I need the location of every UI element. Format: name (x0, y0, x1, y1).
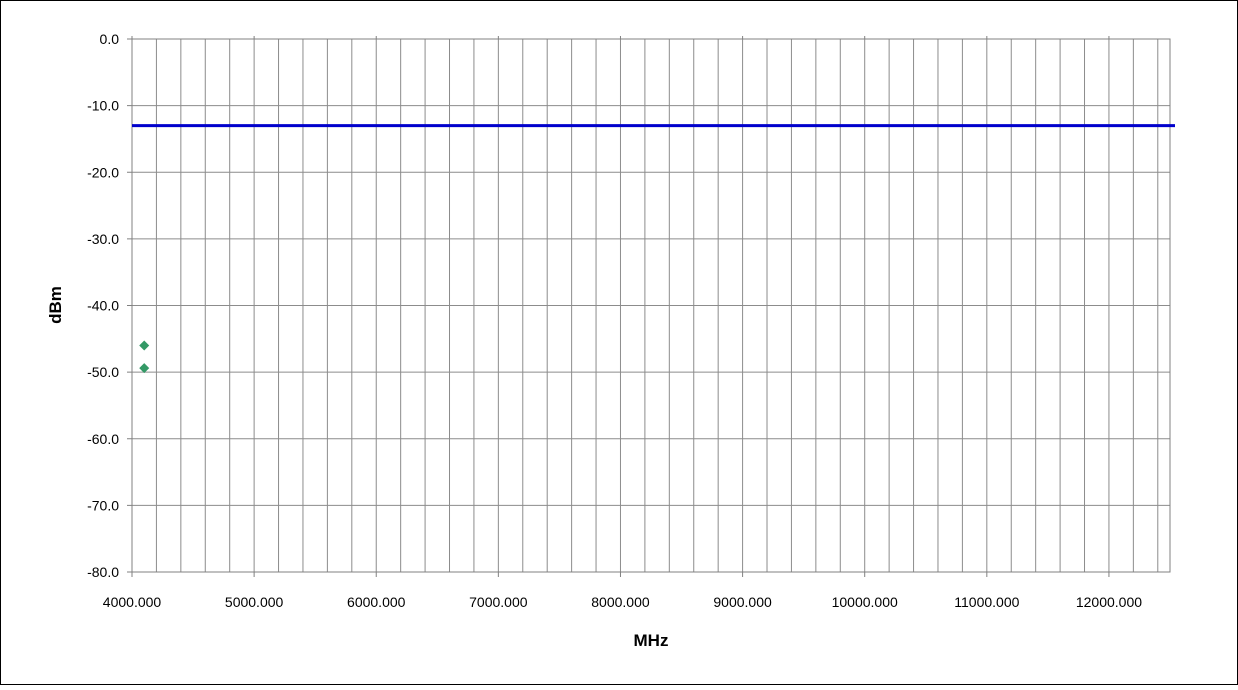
y-tick-label: -30.0 (87, 231, 119, 247)
y-tick-label: -10.0 (87, 98, 119, 114)
y-tick-label: -70.0 (87, 497, 119, 513)
data-point (139, 340, 150, 351)
x-tick-label: 11000.000 (954, 594, 1019, 610)
x-tick-label: 10000.000 (832, 594, 898, 610)
series (132, 124, 1175, 374)
x-tick-label: 7000.000 (469, 594, 528, 610)
grid (132, 39, 1170, 572)
y-tick-label: -40.0 (87, 298, 119, 314)
y-tick-label: -20.0 (87, 164, 119, 180)
x-tick-label: 12000.000 (1076, 594, 1142, 610)
axis-ticks (127, 36, 1110, 577)
x-axis-tick-labels: 4000.000 5000.000 6000.000 7000.000 8000.000… (103, 594, 1142, 610)
x-tick-label: 6000.000 (347, 594, 406, 610)
x-tick-label: 4000.000 (103, 594, 162, 610)
y-tick-label: 0.0 (100, 31, 120, 47)
y-axis-tick-labels: 0.0 -10.0 -20.0 -30.0 -40.0 -50.0 -60.0 -70.0 -8… (87, 31, 119, 580)
y-tick-label: -60.0 (87, 431, 119, 447)
x-tick-label: 5000.000 (225, 594, 284, 610)
y-axis-title: dBm (46, 286, 65, 324)
data-point (139, 363, 150, 374)
x-tick-label: 8000.000 (591, 594, 650, 610)
y-tick-label: -80.0 (87, 564, 119, 580)
y-tick-label: -50.0 (87, 364, 119, 380)
x-tick-label: 9000.000 (713, 594, 772, 610)
x-axis-title: MHz (634, 631, 669, 650)
